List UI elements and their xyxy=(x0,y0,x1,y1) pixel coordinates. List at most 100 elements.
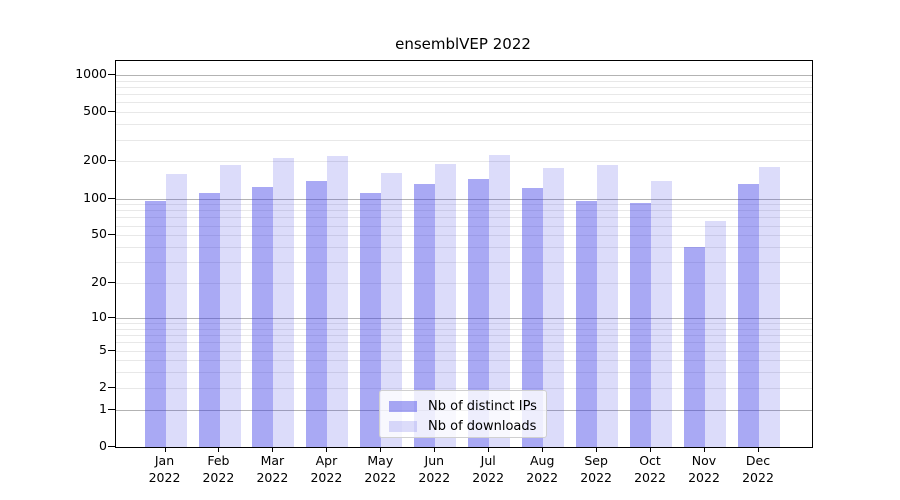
y-tick-label-1000: 1000 xyxy=(75,65,107,81)
x-tick-mark xyxy=(218,447,220,452)
x-tick-mark xyxy=(650,447,651,452)
gridline-minor xyxy=(116,283,812,284)
y-tick-mark xyxy=(108,408,115,410)
y-tick-mark xyxy=(108,160,115,162)
plot-area: Nb of distinct IPs Nb of downloads xyxy=(115,60,813,448)
gridline-minor xyxy=(116,225,812,227)
y-tick-mark xyxy=(108,349,115,351)
gridline-minor xyxy=(116,94,812,96)
gridline-minor xyxy=(116,360,812,362)
gridline-minor xyxy=(116,372,812,374)
gridline-minor xyxy=(116,262,812,264)
bar-feb-distinct-ips xyxy=(198,192,220,447)
legend: Nb of distinct IPs Nb of downloads xyxy=(379,390,547,438)
bar-oct-downloads xyxy=(651,180,672,447)
gridline-minor xyxy=(116,235,812,237)
bar-jul-downloads xyxy=(489,155,511,447)
bar-dec-distinct-ips xyxy=(738,184,759,447)
gridline-major xyxy=(116,317,812,319)
gridline-minor xyxy=(116,204,812,206)
bar-oct-distinct-ips xyxy=(630,202,651,447)
y-tick-label-0: 0 xyxy=(99,438,107,453)
gridline-minor xyxy=(116,161,812,163)
x-tick-label-dec: Dec 2022 xyxy=(742,453,774,485)
bar-aug-distinct-ips xyxy=(522,187,544,447)
y-tick-label-50: 50 xyxy=(91,226,107,242)
y-tick-mark xyxy=(108,111,115,113)
bar-aug-downloads xyxy=(543,167,565,447)
bar-may-distinct-ips xyxy=(360,193,382,447)
bar-apr-downloads xyxy=(327,156,349,447)
gridline-minor xyxy=(116,247,812,248)
gridline-minor xyxy=(116,210,812,212)
gridline-minor xyxy=(116,335,812,336)
bar-apr-distinct-ips xyxy=(306,180,328,447)
bar-jan-distinct-ips xyxy=(144,201,166,447)
legend-swatch-downloads xyxy=(389,421,417,432)
bar-sep-distinct-ips xyxy=(576,201,598,447)
y-tick-label-20: 20 xyxy=(91,274,107,289)
y-tick-label-500: 500 xyxy=(83,103,107,119)
x-tick-label-mar: Mar 2022 xyxy=(256,453,289,485)
x-tick-mark xyxy=(380,447,382,452)
x-tick-label-feb: Feb 2022 xyxy=(202,453,235,485)
gridline-minor xyxy=(116,139,812,141)
legend-row-downloads: Nb of downloads xyxy=(389,418,537,435)
gridline-minor xyxy=(116,342,812,344)
x-tick-label-may: May 2022 xyxy=(364,453,397,485)
gridline-minor xyxy=(116,112,812,114)
bar-sep-downloads xyxy=(597,164,619,447)
x-tick-label-jul: Jul 2022 xyxy=(472,453,505,485)
x-tick-label-jun: Jun 2022 xyxy=(418,453,451,485)
bar-nov-distinct-ips xyxy=(684,247,705,447)
bar-nov-downloads xyxy=(705,220,726,447)
y-tick-mark xyxy=(108,282,115,283)
x-tick-mark xyxy=(704,447,705,452)
gridline-minor xyxy=(116,350,812,352)
gridline-major xyxy=(116,198,812,200)
gridline-minor xyxy=(116,102,812,104)
legend-label-distinct-ips: Nb of distinct IPs xyxy=(428,399,537,414)
gridline-minor xyxy=(116,80,812,82)
x-tick-label-apr: Apr 2022 xyxy=(310,453,343,485)
gridline-minor xyxy=(116,124,812,126)
y-tick-label-100: 100 xyxy=(83,189,107,205)
x-tick-mark xyxy=(434,447,436,452)
y-tick-mark xyxy=(108,386,115,388)
legend-row-distinct-ips: Nb of distinct IPs xyxy=(389,398,537,415)
y-tick-label-10: 10 xyxy=(91,308,107,324)
bar-jul-distinct-ips xyxy=(468,179,490,447)
y-tick-label-5: 5 xyxy=(99,341,107,357)
x-tick-mark xyxy=(164,447,166,452)
y-tick-mark xyxy=(108,234,115,236)
x-tick-label-nov: Nov 2022 xyxy=(688,453,720,485)
y-tick-label-2: 2 xyxy=(99,378,107,394)
gridline-minor xyxy=(116,323,812,324)
x-tick-label-aug: Aug 2022 xyxy=(526,453,559,485)
x-tick-mark xyxy=(758,447,759,452)
bar-jun-distinct-ips xyxy=(414,184,436,447)
x-tick-label-jan: Jan 2022 xyxy=(148,453,181,485)
legend-swatch-distinct-ips xyxy=(389,401,417,412)
x-tick-mark xyxy=(488,447,490,452)
y-tick-mark xyxy=(108,446,115,447)
gridline-minor xyxy=(116,387,812,389)
legend-label-downloads: Nb of downloads xyxy=(428,419,537,434)
bar-mar-distinct-ips xyxy=(252,187,274,447)
y-tick-label-200: 200 xyxy=(83,152,107,168)
bar-jun-downloads xyxy=(435,164,457,447)
chart-title: ensemblVEP 2022 xyxy=(395,35,531,53)
x-tick-mark xyxy=(542,447,544,452)
gridline-minor xyxy=(116,328,812,330)
y-tick-mark xyxy=(108,197,115,199)
x-tick-label-oct: Oct 2022 xyxy=(634,453,666,485)
y-tick-mark xyxy=(108,73,115,75)
y-tick-mark xyxy=(108,316,115,318)
bar-mar-downloads xyxy=(273,157,295,447)
x-tick-mark xyxy=(596,447,598,452)
x-tick-mark xyxy=(272,447,274,452)
bar-feb-downloads xyxy=(219,165,241,447)
gridline-minor xyxy=(116,217,812,219)
gridline-major xyxy=(116,74,812,76)
